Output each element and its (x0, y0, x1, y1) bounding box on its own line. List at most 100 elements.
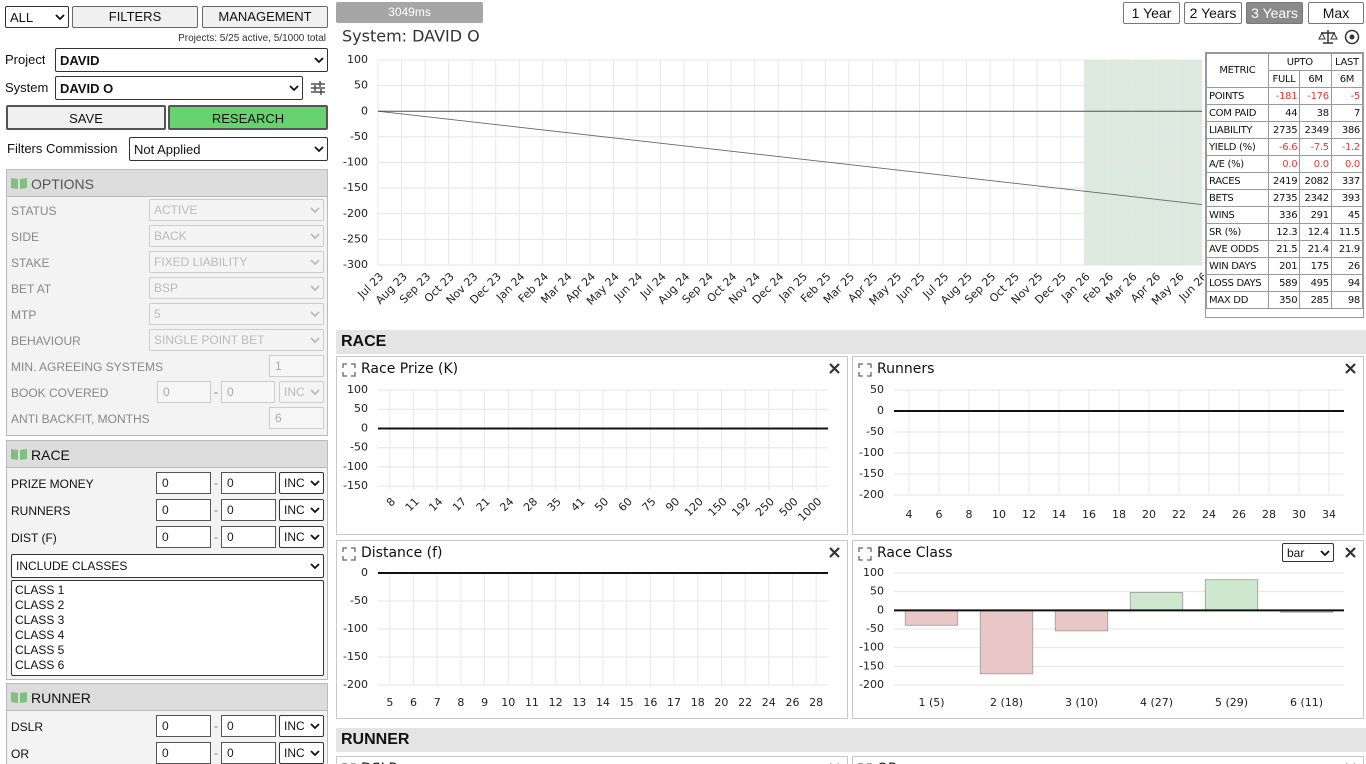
expand-icon (342, 363, 356, 377)
chart-panel (336, 756, 848, 764)
select-value: INC (284, 746, 305, 760)
system-settings-icon[interactable] (310, 80, 326, 96)
filter-mode[interactable]: INC (279, 742, 324, 764)
table-cell: 2082 (1299, 172, 1332, 190)
filter-mode[interactable]: INC (279, 499, 324, 521)
filter-from[interactable]: 0 (156, 526, 211, 548)
table-cell: 2349 (1299, 121, 1332, 139)
filter-to[interactable]: 0 (221, 715, 276, 737)
chevron (310, 259, 320, 266)
option-select[interactable]: BACK (149, 225, 324, 247)
filter-to[interactable]: 0 (221, 499, 276, 521)
x-tick-label: 1 (5) (918, 696, 944, 709)
x-tick-label: 16 (643, 696, 657, 709)
option-input[interactable]: 1 (269, 355, 324, 377)
range-button[interactable]: 3 Years (1246, 2, 1303, 24)
class-option[interactable]: CLASS 4 (15, 628, 65, 642)
project-label: Project (5, 52, 46, 67)
table-cell: 21.5 (1267, 240, 1301, 258)
management-tab[interactable]: MANAGEMENT (202, 6, 328, 28)
table-cell: 0.0 (1299, 155, 1332, 173)
y-tick-label: 50 (870, 383, 884, 396)
range-separator: - (214, 530, 218, 544)
table-cell: 337 (1330, 172, 1363, 190)
system-select[interactable]: DAVID O (55, 76, 303, 100)
class-option[interactable]: CLASS 5 (15, 643, 65, 657)
table-cell: 2419 (1267, 172, 1301, 190)
class-option[interactable]: CLASS 2 (15, 598, 65, 612)
option-select[interactable]: 5 (149, 303, 324, 325)
filter-mode[interactable]: INC (279, 715, 324, 737)
select-value: DAVID O (60, 81, 114, 96)
range-button[interactable]: Max (1308, 2, 1364, 24)
filter-from[interactable]: 0 (156, 715, 211, 737)
option-mode[interactable]: INC (279, 381, 324, 403)
chart-type-select[interactable]: bar (1282, 543, 1334, 562)
filter-to[interactable]: 0 (221, 526, 276, 548)
option-select[interactable]: ACTIVE (149, 199, 324, 221)
range-button[interactable]: 1 Year (1123, 2, 1180, 24)
option-from[interactable]: 0 (157, 381, 211, 403)
option-input[interactable]: 6 (269, 407, 324, 429)
filter-to[interactable]: 0 (221, 742, 276, 764)
class-option[interactable]: CLASS 6 (15, 658, 65, 672)
section-icon (11, 178, 27, 189)
save-button[interactable]: SAVE (6, 105, 166, 130)
table-cell: COM PAID (1206, 104, 1269, 122)
filter-from[interactable]: 0 (156, 499, 211, 521)
chevron (310, 534, 320, 541)
table-cell: 285 (1299, 291, 1332, 309)
x-tick-label: 250 (753, 495, 777, 519)
classes-list[interactable]: CLASS 1 CLASS 2 CLASS 3 CLASS 4 CLASS 5 CLASS… (11, 580, 324, 676)
chevron (55, 14, 65, 21)
x-tick-label: 8 (457, 696, 464, 709)
panel-title: Race Class (877, 545, 953, 561)
project-select[interactable]: DAVID (55, 48, 328, 72)
y-tick-label: 0 (877, 404, 884, 417)
class-option[interactable]: CLASS 3 (15, 613, 65, 627)
chevron (310, 285, 320, 292)
class-option[interactable]: CLASS 1 (15, 583, 65, 597)
filter-mode[interactable]: INC (279, 472, 324, 494)
x-tick-label: 17 (450, 495, 469, 514)
x-tick-label: 7 (434, 696, 441, 709)
table-cell: 26 (1330, 257, 1363, 275)
table-cell: 495 (1299, 274, 1332, 292)
table-cell: LOSS DAYS (1206, 274, 1269, 292)
table-cell: 11.5 (1330, 223, 1363, 241)
research-button[interactable]: RESEARCH (168, 105, 328, 130)
table-cell: 12.4 (1299, 223, 1332, 241)
y-tick-label: -50 (866, 622, 884, 635)
filter-from[interactable]: 0 (156, 472, 211, 494)
range-button[interactable]: 2 Years (1184, 2, 1242, 24)
panel-title: OR (877, 761, 898, 764)
y-tick-label: -100 (859, 641, 884, 654)
x-tick-label: 21 (474, 495, 493, 514)
metrics-table-wrap: METRIC UPTO LAST FULL 6M 6M POINTS -181 -176 -5 CO… (1205, 52, 1364, 318)
filter-to[interactable]: 0 (221, 472, 276, 494)
y-tick-label: -150 (859, 467, 884, 480)
classes-select[interactable]: INCLUDE CLASSES (11, 554, 324, 578)
view-icons[interactable] (1318, 28, 1362, 46)
filter-from[interactable]: 0 (156, 742, 211, 764)
y-tick-label: -150 (343, 181, 368, 194)
option-select[interactable]: SINGLE POINT BET (149, 329, 324, 351)
table-cell: -6.6 (1267, 138, 1301, 156)
option-select[interactable]: FIXED LIABILITY (149, 251, 324, 273)
select-value: 5 (154, 307, 161, 321)
close-icon (829, 547, 840, 558)
option-to[interactable]: 0 (221, 381, 275, 403)
chart-panel (852, 540, 1364, 719)
filters-tab[interactable]: FILTERS (72, 6, 198, 28)
table-cell: WINS (1206, 206, 1269, 224)
panel-title: Distance (f) (361, 545, 443, 561)
table-cell: 291 (1299, 206, 1332, 224)
scope-select[interactable]: ALL (5, 6, 69, 28)
filter-mode[interactable]: INC (279, 526, 324, 548)
bar (1129, 592, 1184, 611)
x-tick-label: 3 (10) (1065, 696, 1098, 709)
commission-select[interactable]: Not Applied (129, 137, 328, 161)
y-tick-label: -200 (343, 678, 368, 691)
option-select[interactable]: BSP (149, 277, 324, 299)
panel-chart: Distance (f) 0 -50 -100 -150 -200 5 6 7 8 9 10 11 12 1… (342, 545, 840, 709)
